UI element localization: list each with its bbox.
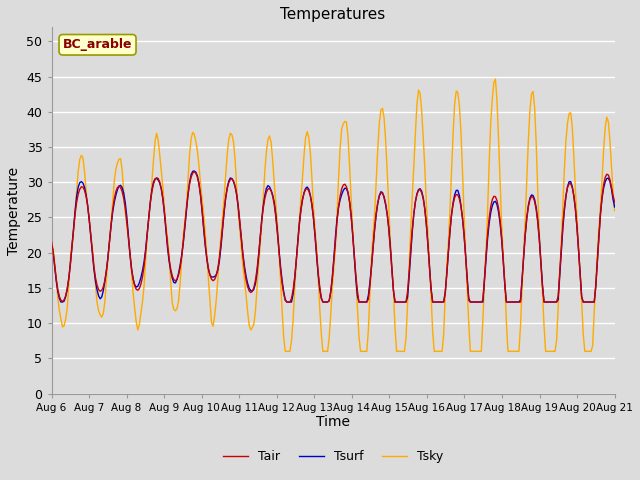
X-axis label: Time: Time xyxy=(316,415,350,430)
Tair xyxy=(116,185,124,191)
Tair xyxy=(611,199,618,205)
Tsurf xyxy=(611,204,618,210)
Tsurf xyxy=(57,299,65,305)
Title: Temperatures: Temperatures xyxy=(280,7,386,22)
Tsky xyxy=(244,309,252,314)
Line: Tsky: Tsky xyxy=(52,79,614,351)
Tsky xyxy=(234,208,242,214)
Line: Tair: Tair xyxy=(52,172,614,302)
Tsurf xyxy=(237,236,245,242)
Tsurf xyxy=(118,185,126,191)
Tair xyxy=(297,207,305,213)
Tsky xyxy=(611,208,618,214)
Line: Tsurf: Tsurf xyxy=(52,171,614,302)
Tair xyxy=(217,241,225,247)
Tair xyxy=(245,288,253,294)
Tair xyxy=(48,239,56,245)
Tair xyxy=(582,299,590,305)
Legend: Tair, Tsurf, Tsky: Tair, Tsurf, Tsky xyxy=(218,445,448,468)
Tsky xyxy=(216,254,223,260)
Tsurf xyxy=(582,299,590,305)
Tsurf xyxy=(247,288,255,293)
Tsky xyxy=(296,217,303,223)
Tsky xyxy=(116,156,124,162)
Tsky xyxy=(48,240,56,246)
Tsurf xyxy=(191,168,198,174)
Tsurf xyxy=(219,228,227,233)
Tair xyxy=(283,299,291,305)
Text: BC_arable: BC_arable xyxy=(63,38,132,51)
Tair xyxy=(191,169,198,175)
Tsky xyxy=(492,76,499,82)
Tsky xyxy=(282,348,289,354)
Tsurf xyxy=(48,240,56,246)
Tsurf xyxy=(297,206,305,212)
Y-axis label: Temperature: Temperature xyxy=(7,167,21,254)
Tair xyxy=(236,217,244,223)
Tsky xyxy=(582,348,590,354)
